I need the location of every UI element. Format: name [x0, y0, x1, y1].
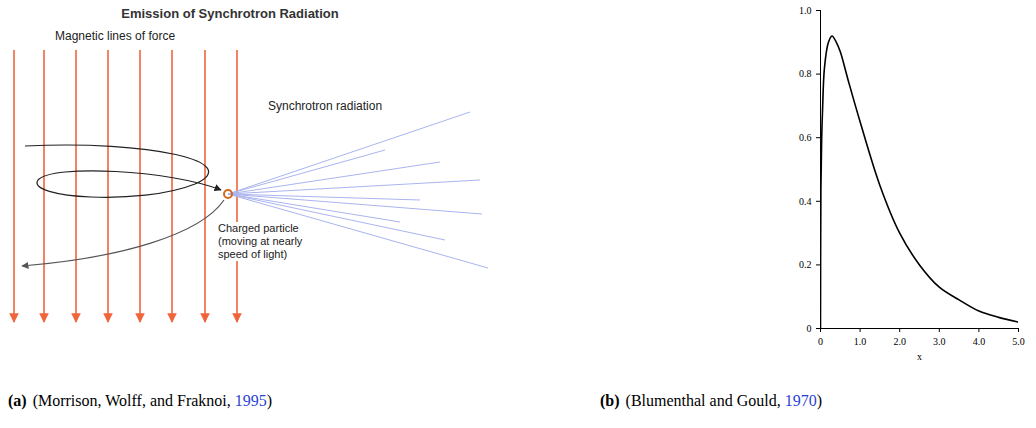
svg-text:3.0: 3.0 — [933, 336, 946, 347]
svg-text:Magnetic lines of force: Magnetic lines of force — [55, 29, 175, 43]
svg-text:Synchrotron radiation: Synchrotron radiation — [268, 99, 382, 113]
svg-text:1.0: 1.0 — [799, 5, 812, 16]
svg-text:0.4: 0.4 — [799, 196, 812, 207]
svg-text:1.0: 1.0 — [854, 336, 867, 347]
svg-text:Emission of Synchrotron Radiat: Emission of Synchrotron Radiation — [121, 6, 338, 21]
html-text:(a) (Morrison, Wolff, and Frak: (a) (Morrison, Wolff, and Fraknoi, 1995) — [8, 392, 273, 409]
svg-text:0: 0 — [807, 323, 812, 334]
svg-text:0.6: 0.6 — [799, 132, 812, 143]
svg-text:5.0: 5.0 — [1012, 336, 1025, 347]
svg-text:0.8: 0.8 — [799, 68, 812, 79]
svg-text:(moving at nearly: (moving at nearly — [218, 235, 303, 247]
svg-text:x: x — [917, 351, 922, 362]
svg-text:0: 0 — [818, 336, 823, 347]
svg-text:2.0: 2.0 — [893, 336, 906, 347]
svg-text:speed of light): speed of light) — [218, 248, 287, 260]
svg-text:Charged particle: Charged particle — [218, 222, 299, 234]
svg-text:0.2: 0.2 — [799, 259, 812, 270]
svg-text:4.0: 4.0 — [973, 336, 986, 347]
html-text:(b) (Blumenthal and Gould, 197: (b) (Blumenthal and Gould, 1970) — [600, 392, 822, 409]
